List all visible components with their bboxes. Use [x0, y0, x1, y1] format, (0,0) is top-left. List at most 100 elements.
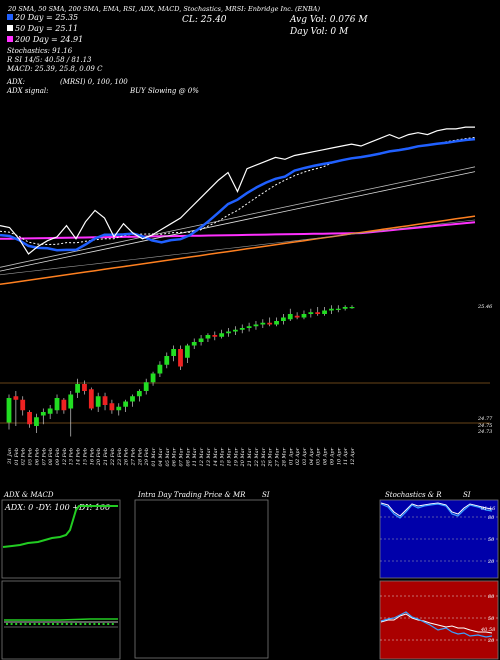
stoch-label: 91.16 [481, 506, 496, 512]
buy-signal: BUY Slowing @ 0% [129, 87, 199, 95]
macd-histogram-bar [84, 623, 87, 625]
candle-up [95, 396, 101, 407]
candle-up [232, 329, 238, 332]
macd-histogram-bar [93, 623, 96, 625]
sma20-line [0, 137, 476, 252]
adx-panel-title: ADX & MACD [3, 491, 54, 499]
candle-down [82, 384, 87, 391]
adx-line [2, 505, 118, 548]
band-line [0, 166, 476, 268]
candle-up [184, 345, 190, 358]
candle-down [178, 349, 183, 367]
candle-up [75, 384, 80, 393]
candle-down [212, 335, 218, 337]
date-tick-label: 28 Mar [281, 447, 287, 467]
candle-up [54, 398, 60, 411]
date-tick-label: 04 Mar [158, 447, 164, 466]
macd-histogram-bar [47, 623, 50, 625]
date-tick-label: 02 Feb [21, 448, 27, 465]
date-tick-label: 14 Mar [213, 447, 219, 466]
candle-up [6, 398, 12, 423]
candle-up [342, 307, 348, 309]
date-tick-label: 06 Mar [172, 447, 178, 466]
candle-up [301, 314, 307, 318]
candle-up [130, 396, 135, 402]
date-tick-label: 31 Jan [7, 448, 13, 464]
date-tick-label: 07 Mar [179, 447, 185, 466]
rsi-label: 40.58 [480, 627, 495, 633]
stoch-k-line [380, 503, 493, 519]
stoch-si-label: SI [463, 491, 471, 499]
macd-histogram-bar [15, 623, 18, 625]
date-tick-label: 02 Apr [295, 447, 301, 465]
stoch-panel-title: Stochastics & R [385, 491, 442, 499]
mrsi-value: (MRSI) 0, 100, 100 [60, 78, 128, 86]
candle-up [171, 349, 177, 356]
macd-histogram-bar [61, 623, 64, 625]
date-tick-label: 26 Feb [124, 448, 130, 466]
candle-up [191, 342, 197, 346]
sma50-swatch [7, 25, 13, 31]
band-line [0, 171, 476, 272]
date-tick-label: 01 Feb [14, 448, 20, 465]
candle-up [260, 322, 266, 325]
macd-histogram-bar [10, 623, 13, 625]
macd-histogram-bar [24, 623, 27, 625]
candle-up [349, 307, 355, 309]
date-tick-label: 08 Mar [185, 447, 191, 466]
intraday-panel-title: Intra Day Trading Price & MR [137, 491, 246, 499]
candle-up [219, 333, 225, 337]
date-tick-label: 28 Feb [137, 448, 143, 466]
date-tick-label: 27 Mar [275, 447, 281, 467]
moving-average-lines [0, 126, 476, 286]
candle-up [335, 308, 341, 310]
candle-down [27, 412, 32, 425]
candle-up [143, 382, 149, 391]
macd-histogram-bar [98, 623, 100, 625]
date-tick-label: 06 Feb [34, 448, 40, 465]
rsi-panel [379, 580, 499, 660]
date-tick-label: 05 Feb [28, 448, 34, 465]
candle-up [274, 321, 279, 325]
rsi-label: 20 [487, 638, 495, 644]
stoch-label: 80 [488, 515, 495, 521]
close-price-line [0, 126, 475, 255]
macd-histogram-bar [70, 623, 73, 625]
macd-histogram-bar [75, 623, 77, 625]
adx-panel [1, 499, 121, 579]
price-scale-label: 24.73 [477, 429, 492, 435]
rsi-label: 50 [488, 616, 495, 622]
adx-readout: ADX: 0 -DY: 100 +DY: 100 [4, 503, 110, 512]
date-tick-label: 11 Mar [192, 447, 198, 466]
date-tick-label: 11 Apr [343, 447, 349, 465]
candle-up [136, 391, 142, 397]
date-tick-label: 04 Apr [309, 447, 315, 465]
candle-up [322, 310, 327, 314]
macd-histogram-bar [33, 623, 36, 625]
stochastics-panel [379, 499, 499, 579]
candle-up [226, 331, 231, 334]
date-tick-label: 05 Apr [316, 447, 322, 465]
close-price: CL: 25.40 [182, 15, 227, 25]
macd-histogram-bar [6, 623, 8, 625]
candle-up [47, 408, 53, 414]
candlestick-series [6, 305, 355, 437]
candle-up [68, 394, 74, 409]
candle-down [102, 396, 108, 405]
date-tick-label: 13 Mar [206, 447, 212, 466]
macd-histogram-bar [42, 623, 45, 625]
date-tick-label: 19 Mar [233, 447, 239, 466]
date-tick-label: 09 Feb [55, 448, 61, 465]
candle-up [281, 317, 286, 321]
candle-up [164, 356, 170, 365]
intraday-si-label: SI [262, 491, 270, 499]
macd-histogram [6, 623, 114, 625]
rsi-value: R SI 14/5: 40.58 / 81.13 [6, 56, 92, 64]
candle-up [205, 335, 211, 339]
rsi-label: 80 [488, 594, 495, 600]
candle-down [267, 322, 273, 325]
date-tick-label: 20 Mar [240, 447, 246, 467]
candle-down [61, 399, 67, 411]
candle-up [40, 412, 46, 416]
